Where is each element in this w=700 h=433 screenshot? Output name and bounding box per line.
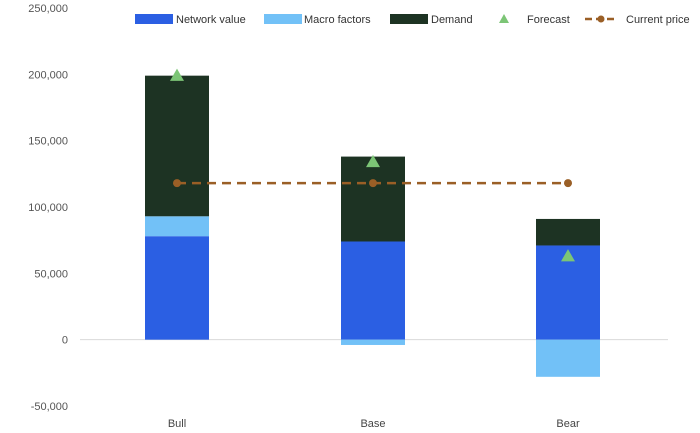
legend-label-demand: Demand	[431, 14, 473, 26]
forecast-marker-base	[366, 154, 380, 168]
x-tick-label-bull: Bull	[168, 418, 186, 430]
legend-label-macro-factors: Macro factors	[304, 14, 371, 26]
bar-macro-factors-base	[341, 339, 405, 345]
forecast-marker-bull	[170, 68, 184, 81]
current-price-point-bull	[173, 179, 181, 188]
legend-label-forecast: Forecast	[527, 14, 570, 26]
bars	[145, 75, 600, 377]
y-tick-label: 150,000	[28, 136, 68, 148]
bar-network-value-base	[341, 241, 405, 340]
legend-swatch-macro-factors	[264, 14, 302, 24]
bar-demand-base	[341, 156, 405, 242]
legend-marker-current-price	[597, 15, 605, 23]
current-price-point-base	[369, 179, 377, 188]
bar-macro-factors-bear	[536, 339, 600, 377]
legend: Network value Macro factors Demand Forecast…	[135, 14, 690, 26]
y-tick-label: 50,000	[34, 268, 68, 280]
x-axis: Bull Base Bear	[168, 418, 580, 430]
current-price-point-bear	[564, 179, 572, 188]
y-tick-label: 250,000	[28, 3, 68, 15]
legend-marker-forecast	[499, 14, 509, 23]
y-tick-label: 200,000	[28, 69, 68, 81]
x-tick-label-bear: Bear	[556, 418, 580, 430]
legend-swatch-demand	[390, 14, 428, 24]
y-tick-label: -50,000	[31, 401, 68, 413]
forecast-markers	[170, 68, 575, 262]
current-price-line	[173, 179, 572, 188]
bar-macro-factors-bull	[145, 216, 209, 237]
legend-label-network-value: Network value	[176, 14, 246, 26]
y-tick-label: 100,000	[28, 202, 68, 214]
forecast-marker-bear	[561, 249, 575, 262]
y-tick-label: 0	[62, 335, 68, 347]
y-axis: -50,000 0 50,000 100,000 150,000 200,000 250,0…	[28, 3, 68, 413]
bar-demand-bear	[536, 218, 600, 246]
legend-swatch-network-value	[135, 14, 173, 24]
bar-network-value-bull	[145, 236, 209, 340]
bar-demand-bull	[145, 75, 209, 217]
x-tick-label-base: Base	[360, 418, 385, 430]
legend-label-current-price: Current price	[626, 14, 690, 26]
